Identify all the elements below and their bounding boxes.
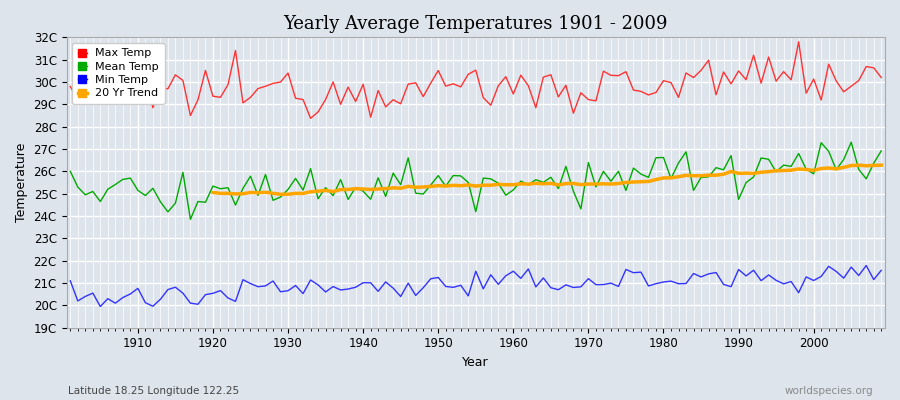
20 Yr Trend bbox=[876, 163, 886, 168]
20 Yr Trend bbox=[335, 187, 346, 192]
Line: 20 Yr Trend: 20 Yr Trend bbox=[213, 165, 881, 194]
Mean Temp bbox=[125, 176, 136, 180]
Line: Min Temp: Min Temp bbox=[70, 266, 881, 306]
Min Temp bbox=[516, 276, 526, 281]
Max Temp bbox=[508, 92, 518, 96]
Legend: Max Temp, Mean Temp, Min Temp, 20 Yr Trend: Max Temp, Mean Temp, Min Temp, 20 Yr Tre… bbox=[72, 43, 165, 104]
Min Temp bbox=[876, 268, 886, 273]
Mean Temp bbox=[65, 169, 76, 174]
Min Temp bbox=[65, 278, 76, 283]
20 Yr Trend bbox=[290, 191, 301, 196]
Min Temp bbox=[508, 269, 518, 274]
Mean Temp bbox=[343, 197, 354, 202]
Line: Mean Temp: Mean Temp bbox=[70, 142, 881, 219]
Min Temp bbox=[94, 304, 105, 309]
Max Temp bbox=[343, 85, 354, 90]
Min Temp bbox=[343, 287, 354, 292]
Mean Temp bbox=[876, 148, 886, 153]
Max Temp bbox=[793, 40, 804, 44]
Y-axis label: Temperature: Temperature bbox=[15, 143, 28, 222]
Mean Temp bbox=[508, 188, 518, 192]
Max Temp bbox=[290, 96, 301, 101]
Mean Temp bbox=[298, 188, 309, 192]
Mean Temp bbox=[185, 217, 196, 222]
20 Yr Trend bbox=[500, 182, 511, 187]
Text: Latitude 18.25 Longitude 122.25: Latitude 18.25 Longitude 122.25 bbox=[68, 386, 238, 396]
Min Temp bbox=[298, 291, 309, 296]
Text: worldspecies.org: worldspecies.org bbox=[785, 386, 873, 396]
Mean Temp bbox=[606, 179, 616, 184]
Max Temp bbox=[125, 80, 136, 85]
X-axis label: Year: Year bbox=[463, 356, 489, 369]
Max Temp bbox=[516, 73, 526, 78]
Max Temp bbox=[65, 84, 76, 89]
Mean Temp bbox=[846, 140, 857, 144]
Mean Temp bbox=[516, 179, 526, 184]
Max Temp bbox=[606, 73, 616, 78]
Min Temp bbox=[860, 263, 871, 268]
Title: Yearly Average Temperatures 1901 - 2009: Yearly Average Temperatures 1901 - 2009 bbox=[284, 15, 668, 33]
Min Temp bbox=[606, 281, 616, 286]
Max Temp bbox=[876, 75, 886, 80]
Min Temp bbox=[132, 286, 143, 291]
Line: Max Temp: Max Temp bbox=[70, 42, 881, 118]
Max Temp bbox=[305, 116, 316, 121]
20 Yr Trend bbox=[598, 182, 608, 186]
20 Yr Trend bbox=[508, 182, 518, 187]
